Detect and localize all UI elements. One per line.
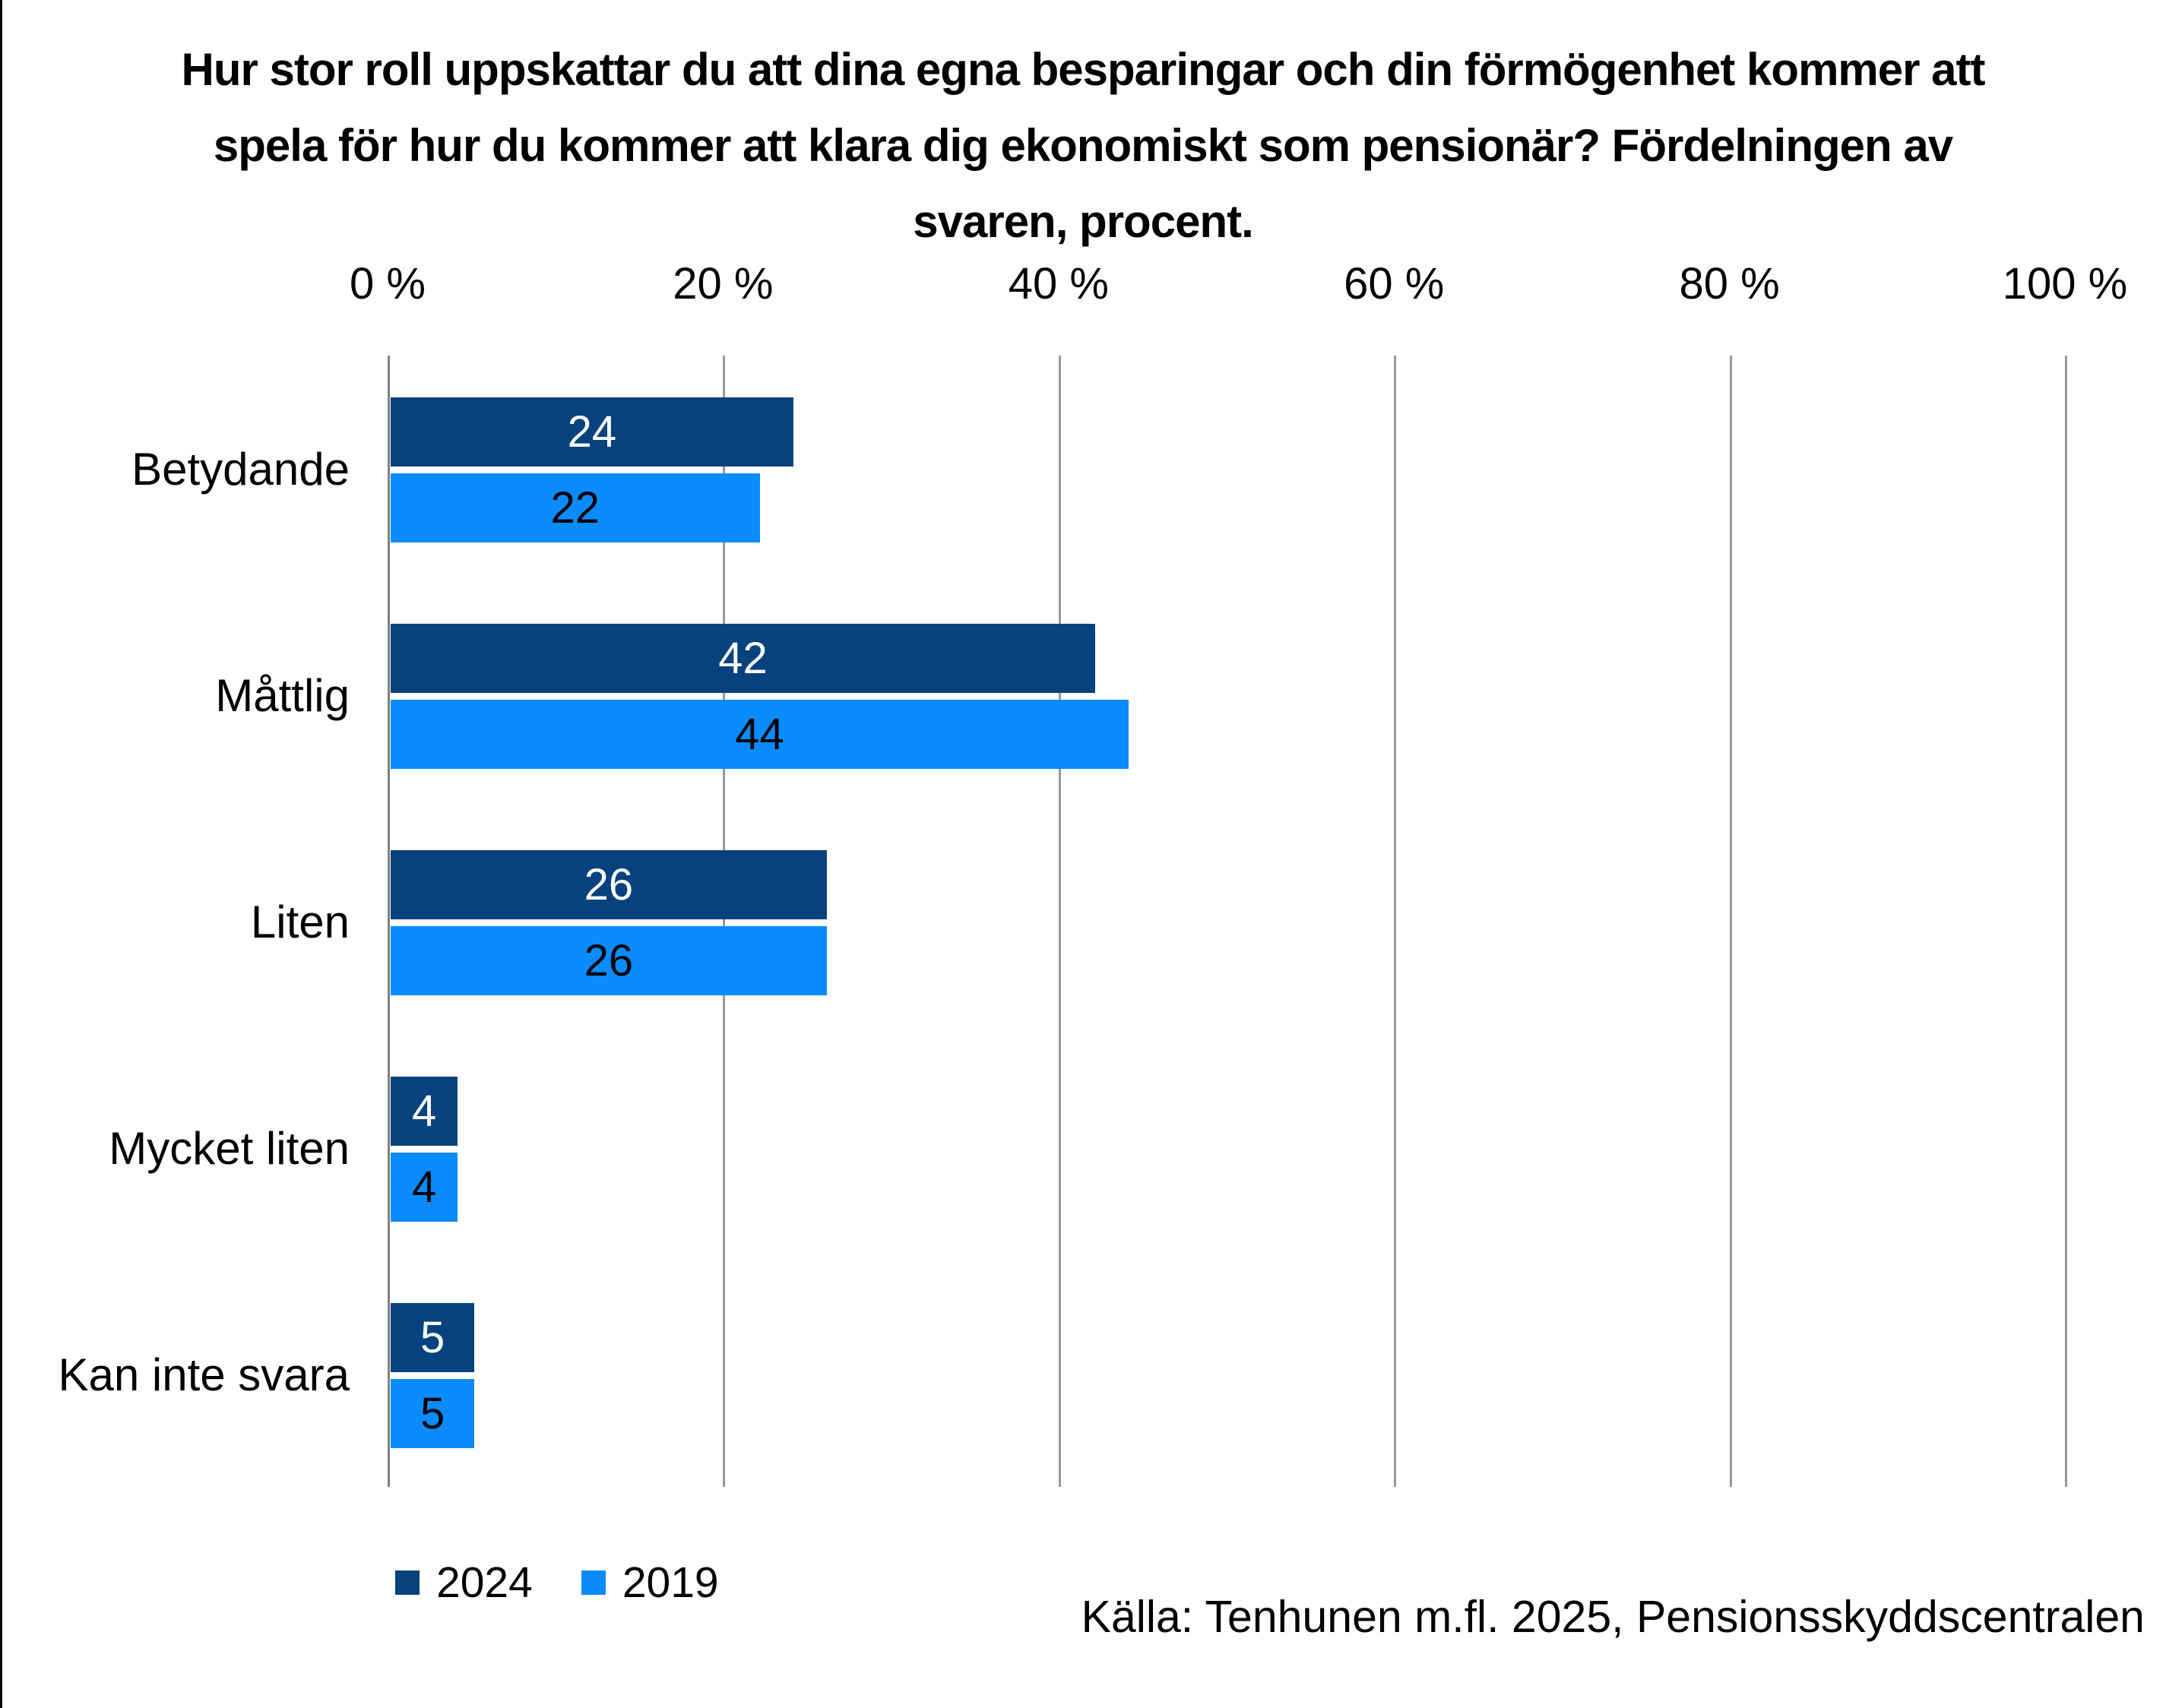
bar-2024-5: 5: [391, 1303, 475, 1372]
gridline-60: [1394, 356, 1397, 1487]
x-axis-tick-label: 60 %: [1344, 259, 1445, 308]
bar-value-label: 5: [420, 1313, 445, 1362]
bar-2024-2: 42: [391, 624, 1095, 693]
bar-value-label: 26: [584, 860, 634, 909]
bar-value-label: 42: [718, 634, 768, 683]
bar-2024-3: 26: [391, 850, 827, 919]
chart-title-line-3: svaren, procent.: [913, 196, 1254, 247]
legend-swatch-2024: [395, 1570, 420, 1595]
legend: 2024 2019: [395, 1558, 719, 1608]
bar-value-label: 4: [412, 1086, 437, 1136]
source-text: Källa: Tenhunen m.fl. 2025, Pensionsskyd…: [1081, 1592, 2145, 1642]
bar-2019-5: 5: [391, 1379, 475, 1448]
gridline-100: [2065, 356, 2067, 1487]
category-label: Liten: [250, 897, 350, 947]
x-axis-tick-label: 40 %: [1008, 259, 1109, 308]
bar-value-label: 26: [584, 936, 634, 985]
category-label: Kan inte svara: [58, 1349, 350, 1400]
x-axis-tick-label: 0 %: [350, 259, 426, 308]
bar-2019-2: 44: [391, 700, 1129, 769]
legend-label-2024: 2024: [436, 1558, 533, 1607]
bar-value-label: 24: [567, 407, 617, 457]
chart-title-line-2: spela för hur du kommer att klara dig ek…: [213, 120, 1953, 171]
category-label: Mycket liten: [109, 1123, 350, 1174]
x-axis-tick-label: 20 %: [673, 259, 774, 308]
left-border-line: [0, 0, 2, 1708]
bar-2019-4: 4: [391, 1153, 458, 1222]
bar-value-label: 5: [420, 1389, 445, 1438]
chart-title: Hur stor roll uppskattar du att dina egn…: [0, 32, 2166, 260]
x-axis-tick-label: 100 %: [2002, 259, 2128, 308]
category-label: Måttlig: [215, 670, 350, 721]
bar-value-label: 4: [412, 1162, 437, 1212]
category-label: Betydande: [131, 444, 350, 495]
chart-title-line-1: Hur stor roll uppskattar du att dina egn…: [181, 44, 1986, 95]
y-axis-line: [388, 356, 390, 1487]
x-axis-tick-label: 80 %: [1679, 259, 1780, 308]
bar-2024-4: 4: [391, 1077, 458, 1146]
gridline-80: [1729, 356, 1732, 1487]
bar-value-label: 22: [550, 483, 600, 533]
legend-label-2019: 2019: [622, 1558, 719, 1607]
legend-item-2019: 2019: [581, 1558, 719, 1608]
legend-swatch-2019: [581, 1570, 606, 1595]
bar-2024-1: 24: [391, 397, 793, 467]
gridline-20: [723, 356, 726, 1487]
bar-value-label: 44: [735, 710, 784, 759]
bar-2019-3: 26: [391, 926, 827, 995]
legend-item-2024: 2024: [395, 1558, 533, 1608]
gridline-40: [1058, 356, 1061, 1487]
bar-2019-1: 22: [391, 473, 760, 542]
